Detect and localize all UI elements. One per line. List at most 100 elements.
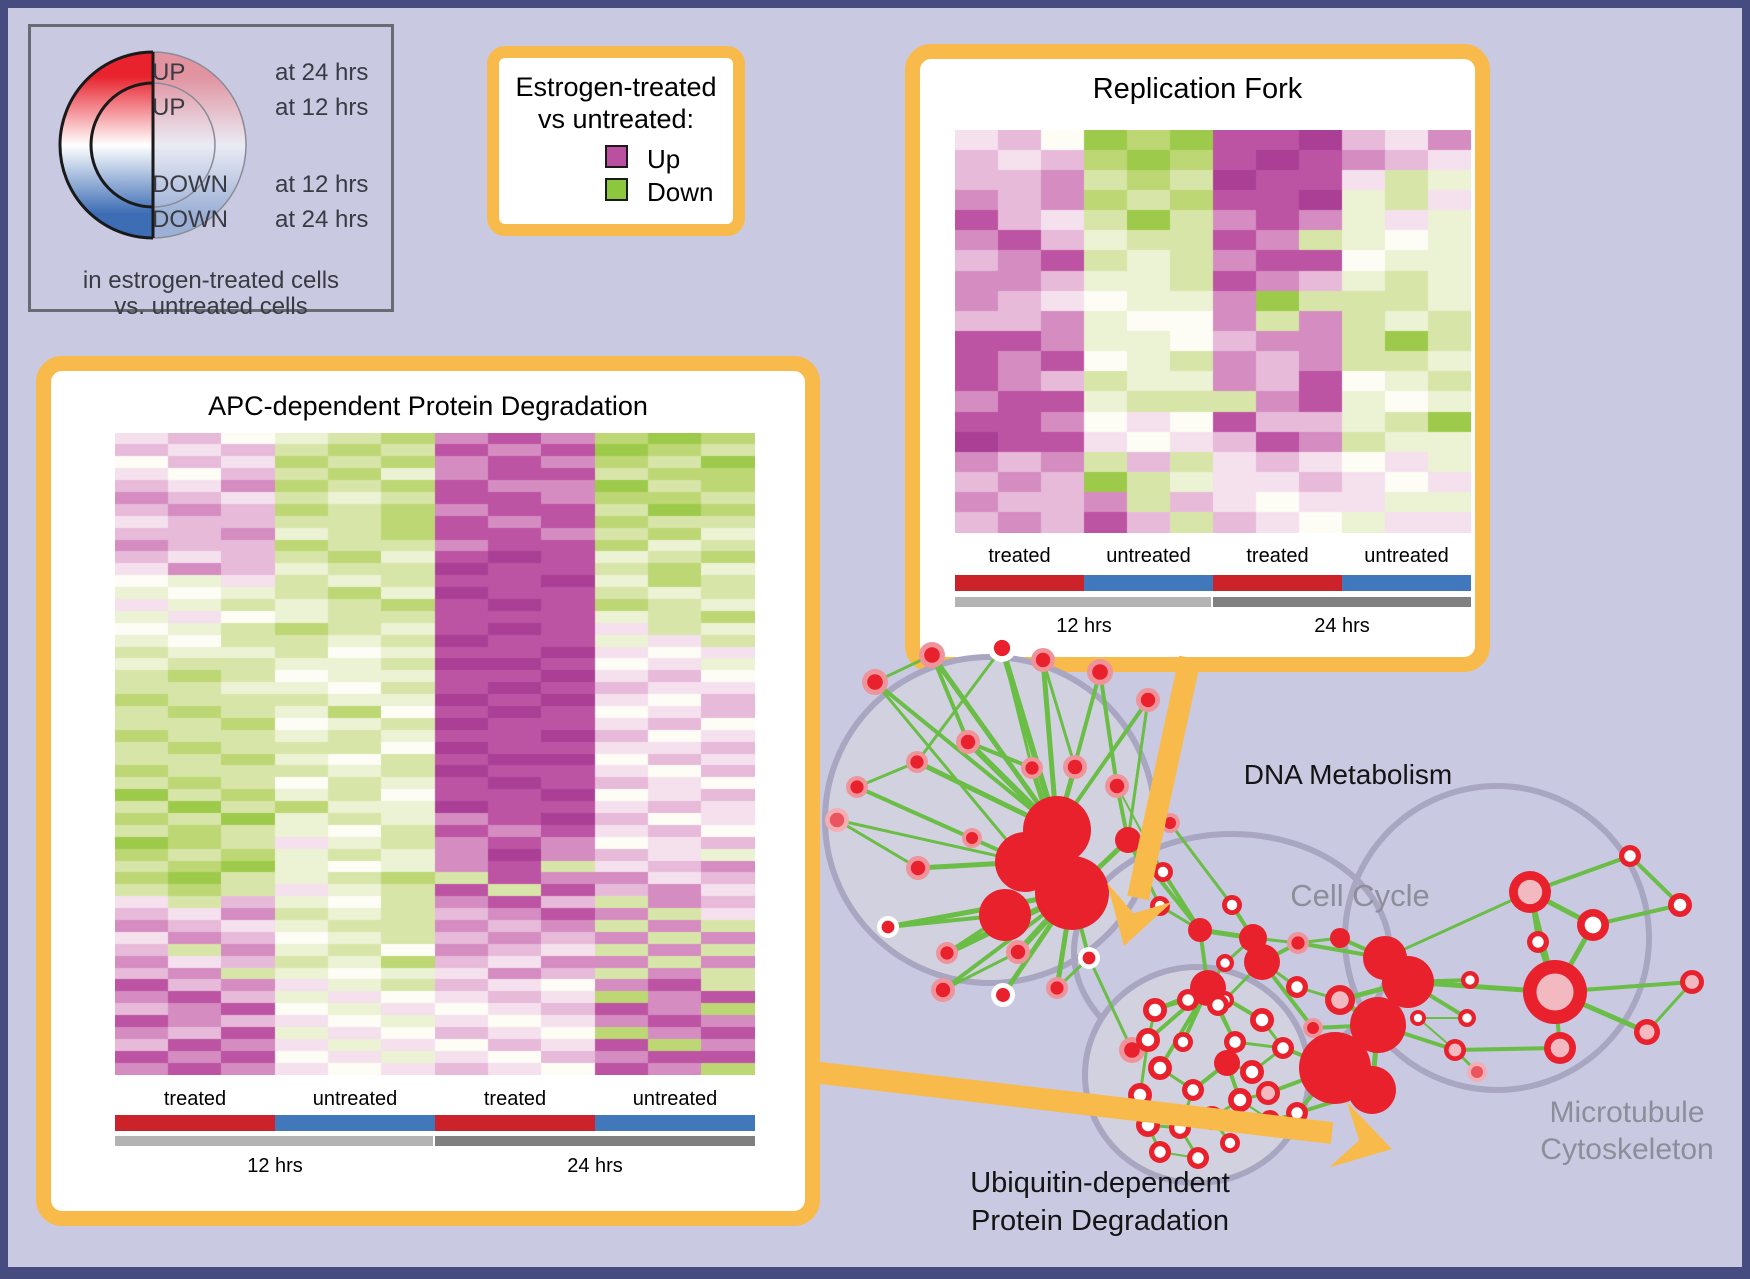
network-node-core <box>1517 879 1543 905</box>
figure-frame-top <box>0 0 1750 8</box>
legend-word: UP <box>152 59 186 86</box>
network-node <box>825 808 849 832</box>
legend-time: at 12 hrs <box>275 171 369 198</box>
time-label: 12 hrs <box>247 1155 303 1177</box>
network-edge <box>1159 1151 1199 1159</box>
replication-fork-title: Replication Fork <box>1092 73 1303 105</box>
network-node <box>1509 871 1551 913</box>
network-edge <box>1178 1088 1195 1130</box>
network-node <box>1458 1009 1476 1027</box>
network-node-core <box>1050 981 1064 995</box>
network-node-core <box>1141 1033 1155 1047</box>
network-node <box>1023 796 1091 864</box>
network-edge <box>1158 904 1202 932</box>
annotation-arrow-head <box>1329 1101 1392 1168</box>
group-color-bar-segment <box>435 1115 595 1131</box>
network-node <box>1240 1060 1264 1084</box>
network-node-core <box>1177 1036 1189 1048</box>
network-edge <box>1126 838 1165 874</box>
network-edge <box>1406 978 1472 984</box>
network-edge <box>1210 1116 1232 1145</box>
network-node <box>1348 1066 1396 1114</box>
time-label: 24 hrs <box>1314 615 1370 637</box>
network-edge <box>945 913 1007 955</box>
network-edge <box>1295 985 1342 1002</box>
outer-circle-right-outline <box>152 51 247 239</box>
network-edge <box>835 818 1027 864</box>
network-node <box>1325 985 1355 1015</box>
network-edge <box>1138 1038 1150 1097</box>
group-color-bar-segment <box>1084 575 1213 591</box>
replication-fork-condition-strip: treated untreated treated untreated 12 hrs 24… <box>955 545 1471 640</box>
network-node <box>1467 1062 1487 1082</box>
network-edge <box>1087 956 1134 1052</box>
network-node-core <box>1331 991 1349 1009</box>
network-edge <box>1055 698 1150 832</box>
network-edge <box>1296 941 1387 960</box>
network-edge <box>1332 1022 1381 1071</box>
network-edge <box>1206 961 1227 990</box>
network-node-core <box>910 860 926 876</box>
group-label: untreated <box>312 1088 398 1110</box>
network-node <box>1207 994 1229 1016</box>
network-node-core <box>867 674 883 690</box>
network-node <box>1272 1037 1294 1059</box>
network-node <box>1382 956 1434 1008</box>
group-color-bar-segment <box>1342 575 1471 591</box>
network-edge <box>1528 854 1632 894</box>
network-node-core <box>1124 1042 1140 1058</box>
group-color-bar-segment <box>115 1115 275 1131</box>
network-edge <box>1191 1061 1229 1092</box>
network-edge <box>1015 890 1075 955</box>
network-edge <box>1225 1061 1242 1102</box>
network-node <box>1035 856 1109 930</box>
cluster-ellipse-dna-metabolism <box>822 654 1158 986</box>
network-node <box>1187 1147 1209 1169</box>
network-node <box>1115 827 1141 853</box>
network-node <box>1190 970 1226 1006</box>
network-node <box>1200 1106 1224 1130</box>
group-color-bar-segment <box>955 575 1084 591</box>
network-node <box>1634 1019 1660 1045</box>
figure-frame-bottom <box>0 1267 1750 1279</box>
network-edge <box>1158 986 1210 1070</box>
network-node-core <box>1153 1061 1167 1075</box>
network-node <box>1119 1037 1145 1063</box>
network-edge <box>1239 1099 1271 1121</box>
network-node <box>1153 862 1173 882</box>
network-edge <box>1260 941 1300 964</box>
network-edge <box>944 890 1075 956</box>
cluster-ellipse-ubiquitin-protein-degradation <box>1082 964 1312 1186</box>
network-node-core <box>1212 999 1224 1011</box>
network-node <box>1160 813 1180 833</box>
legend-time: at 12 hrs <box>275 94 369 121</box>
network-edge <box>941 891 1074 992</box>
network-node <box>1006 940 1030 964</box>
network-edge <box>873 680 1059 832</box>
annotation-arrow-shaft <box>1127 655 1201 901</box>
network-node <box>1021 757 1043 779</box>
network-node <box>1136 1113 1160 1137</box>
network-node <box>1668 893 1692 917</box>
network-node-core <box>1624 850 1636 862</box>
network-edge <box>1527 889 1558 995</box>
network-node-core <box>1154 900 1166 912</box>
network-node-core <box>1291 936 1305 950</box>
network-node-core <box>935 982 951 998</box>
network-node <box>846 776 868 798</box>
network-edge <box>1069 837 1131 896</box>
up-down-legend-title-line2: vs untreated: <box>537 104 695 134</box>
network-edge <box>1536 940 1557 994</box>
network-node <box>1410 1010 1426 1026</box>
network-node <box>1224 1031 1246 1053</box>
network-node-core <box>1584 916 1602 934</box>
network-node-core <box>1685 975 1699 989</box>
network-edge <box>1553 980 1694 994</box>
network-node <box>1577 909 1609 941</box>
legend-time: at 24 hrs <box>275 206 369 233</box>
legend-row-down-24: DOWN at 24 hrs <box>31 206 391 233</box>
network-node <box>1363 936 1407 980</box>
network-edge <box>1553 990 1562 1050</box>
network-node-core <box>1220 995 1230 1005</box>
network-edge <box>835 818 920 870</box>
